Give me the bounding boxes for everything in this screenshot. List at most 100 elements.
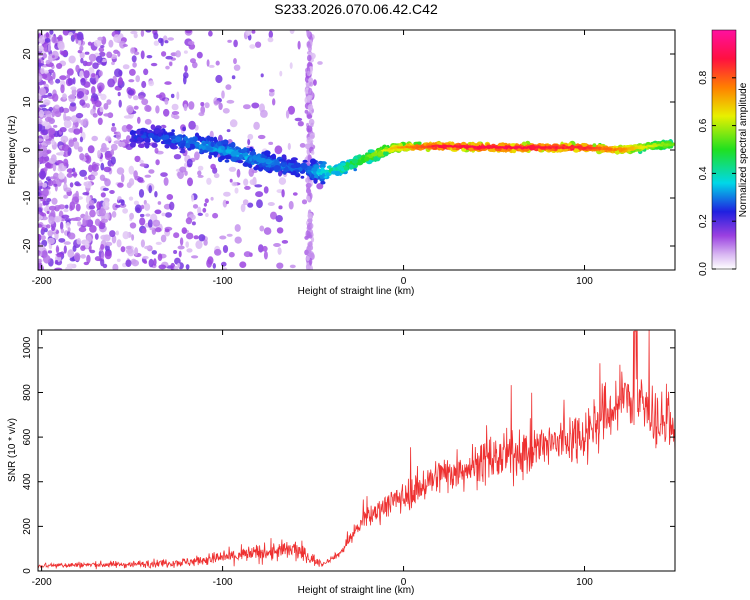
spectrogram-core-blob	[672, 142, 675, 146]
spectrogram-noise-blob	[116, 258, 121, 262]
spectrogram-noise-blob	[276, 262, 284, 269]
colorbar-tick-label: 0.4	[698, 166, 709, 180]
spectrogram-noise-blob	[63, 176, 67, 185]
spectrogram-noise-blob	[164, 228, 170, 233]
spectrogram-ridge-blob	[371, 152, 378, 157]
spectrogram-noise-blob	[195, 240, 203, 250]
spectrogram-noise-blob	[128, 178, 135, 186]
spectrogram-noise-blob	[90, 97, 95, 102]
spectrogram-noise-blob	[248, 167, 255, 177]
spectrogram-ridge-blob	[349, 164, 354, 168]
spectrogram-noise-blob	[51, 36, 58, 44]
spectrogram-noise-blob	[173, 250, 178, 254]
spectrogram-noise-blob	[51, 197, 58, 205]
spectrogram-ridge-blob	[224, 159, 230, 163]
spectrogram-noise-blob	[171, 103, 179, 111]
spectrogram-noise-blob	[274, 145, 283, 155]
spectrogram-noise-blob	[116, 239, 122, 248]
spectrogram-streak-blob	[306, 125, 313, 133]
spectrogram-noise-blob	[178, 250, 182, 258]
spectrogram-noise-blob	[139, 159, 144, 164]
spectrogram-noise-blob	[173, 115, 180, 120]
spectrogram-noise-blob	[213, 173, 220, 179]
spectrogram-ridge-blob	[320, 180, 326, 185]
spectrogram-noise-blob	[75, 183, 82, 187]
spectrogram-noise-blob	[279, 70, 283, 77]
spectrogram-ridge-blob	[255, 164, 260, 169]
spectrogram-noise-blob	[270, 211, 277, 220]
spectrogram-noise-blob	[100, 234, 108, 240]
spectrogram-noise-blob	[268, 141, 274, 145]
spectrogram-noise-blob	[59, 75, 67, 81]
spectrogram-noise-blob	[155, 105, 160, 114]
spectrogram-noise-blob	[197, 212, 203, 216]
spectrogram-noise-blob	[102, 147, 110, 151]
spectrogram-marks	[38, 30, 675, 270]
spectrogram-ridge-blob	[263, 150, 271, 156]
spectrogram-noise-blob	[287, 142, 291, 151]
spectrogram-noise-blob	[155, 94, 163, 99]
spectrogram-noise-blob	[38, 200, 41, 205]
spectrogram-ridge-blob	[240, 148, 247, 154]
spectrogram-noise-blob	[255, 41, 262, 48]
spectrogram-noise-blob	[46, 224, 51, 229]
spectrogram-noise-blob	[148, 169, 155, 174]
spectrogram-noise-blob	[43, 207, 47, 212]
spectrogram-noise-blob	[54, 267, 63, 270]
spectrogram-ridge-blob	[326, 165, 332, 169]
spectrogram-noise-blob	[79, 70, 84, 79]
spectrogram-noise-blob	[292, 192, 298, 196]
spectrogram-noise-blob	[185, 30, 192, 34]
spectrogram-noise-blob	[197, 165, 204, 171]
spectrogram-noise-blob	[60, 228, 65, 234]
spectrogram-noise-blob	[110, 143, 118, 151]
spectrogram-noise-blob	[139, 163, 147, 167]
spectrogram-noise-blob	[100, 192, 106, 198]
spectrogram-noise-blob	[152, 219, 161, 227]
spectrogram-streak-blob	[308, 241, 313, 247]
spectrogram-ridge-blob	[373, 156, 378, 162]
spectrogram-noise-blob	[111, 123, 115, 127]
spectrogram-ridge-blob	[164, 134, 170, 140]
spectrogram-noise-blob	[102, 187, 109, 191]
spectrogram-noise-blob	[183, 103, 188, 112]
spectrogram-streak-blob	[308, 78, 313, 83]
spectrogram-noise-blob	[101, 251, 105, 260]
snr-x-tick-label: -200	[32, 577, 52, 588]
spectrogram-noise-blob	[91, 164, 99, 172]
spectrogram-noise-blob	[251, 102, 260, 109]
spectrogram-ridge-blob	[237, 159, 244, 164]
spectrogram-noise-blob	[58, 238, 66, 243]
colorbar-ticks: 0.0 0.2 0.4 0.6 0.8	[698, 70, 736, 276]
snr-x-tick-label: -100	[213, 577, 233, 588]
spectrogram-noise-blob	[102, 200, 110, 209]
spectrogram-noise-blob	[221, 261, 227, 267]
spectrogram-noise-blob	[134, 204, 142, 214]
spectrogram-noise-blob	[39, 156, 47, 164]
spectrogram-noise-blob	[213, 100, 220, 105]
spectrogram-ridge-blob	[219, 155, 226, 161]
spectrogram-noise-blob	[273, 243, 281, 247]
spectrogram-noise-blob	[89, 249, 96, 254]
spectrogram-noise-blob	[226, 233, 233, 237]
spectrogram-ridge-blob	[364, 156, 370, 162]
spectrogram-ridge-blob	[343, 166, 349, 171]
spectrogram-ridge-blob	[143, 142, 151, 146]
spectrogram-noise-blob	[204, 102, 210, 109]
spectrogram-noise-blob	[83, 215, 91, 221]
spectrogram-noise-blob	[42, 99, 51, 106]
spectrogram-streak-blob	[307, 139, 314, 144]
spectrogram-ridge-blob	[230, 141, 236, 148]
spectrogram-ridge-blob	[131, 134, 136, 141]
spectrogram-noise-blob	[63, 187, 72, 192]
spectrogram-noise-blob	[38, 170, 47, 179]
spectrogram-noise-blob	[56, 253, 64, 258]
spectrogram-noise-blob	[98, 51, 106, 57]
spectrogram-ridge-blob	[140, 135, 147, 139]
spectrogram-ridge-blob	[230, 150, 238, 157]
spectrogram-x-tick-label: -200	[32, 276, 52, 287]
spectrogram-noise-blob	[144, 203, 151, 211]
spectrogram-ridge-blob	[144, 137, 150, 143]
spectrogram-ridge-blob	[129, 130, 136, 136]
spectrogram-noise-blob	[277, 247, 282, 255]
